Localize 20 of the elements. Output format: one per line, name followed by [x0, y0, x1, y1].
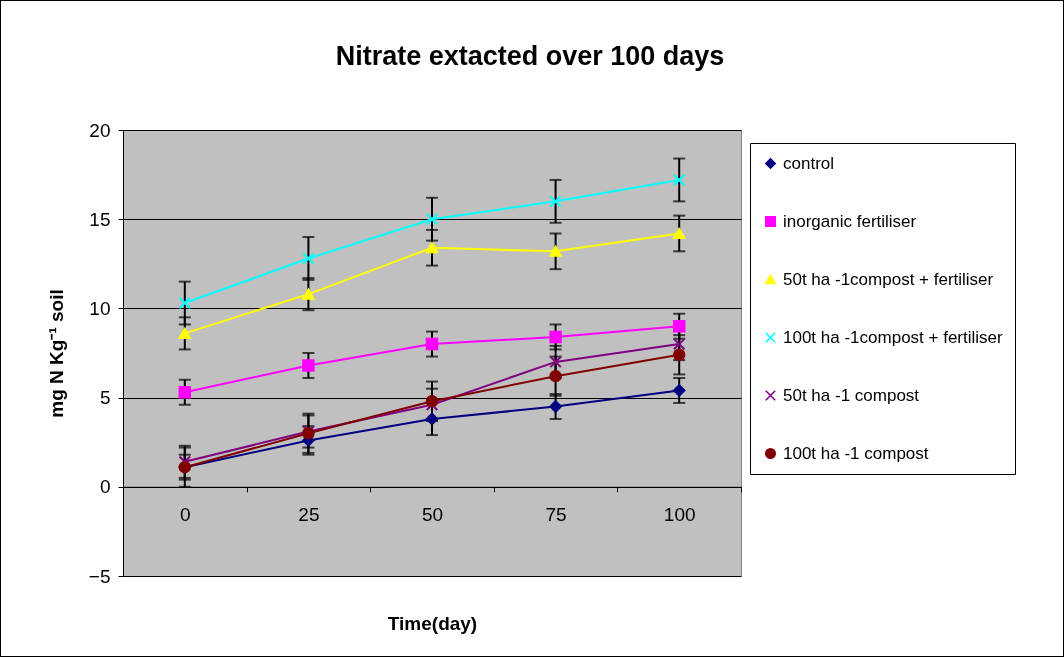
y-tick-label: 0	[99, 476, 111, 498]
legend-label: inorganic fertiliser	[783, 211, 917, 231]
legend-label: 100t ha -1compost + fertiliser	[783, 327, 1004, 347]
y-tick-label: 15	[89, 208, 111, 230]
chart-title: Nitrate extacted over 100 days	[335, 41, 725, 71]
x-tick-label: 25	[298, 504, 320, 526]
legend-label: 50t ha -1 compost	[783, 385, 920, 405]
x-axis-title: Time(day)	[387, 613, 478, 635]
legend-label: control	[783, 153, 835, 173]
x-tick-label: 75	[545, 504, 567, 526]
x-tick-label: 100	[663, 504, 696, 526]
legend-label: 50t ha -1compost + fertiliser	[783, 269, 994, 289]
x-tick-label: 0	[180, 504, 191, 526]
x-tick-label: 50	[421, 504, 444, 526]
y-tick-label: 20	[89, 119, 111, 141]
y-tick-label: 10	[89, 297, 111, 319]
y-tick-label: 5	[99, 387, 111, 409]
y-tick-label: −5	[88, 565, 111, 587]
legend-label: 100t ha -1 compost	[783, 443, 929, 463]
y-axis-title: mg N Kg⁻¹ soil	[45, 289, 67, 418]
